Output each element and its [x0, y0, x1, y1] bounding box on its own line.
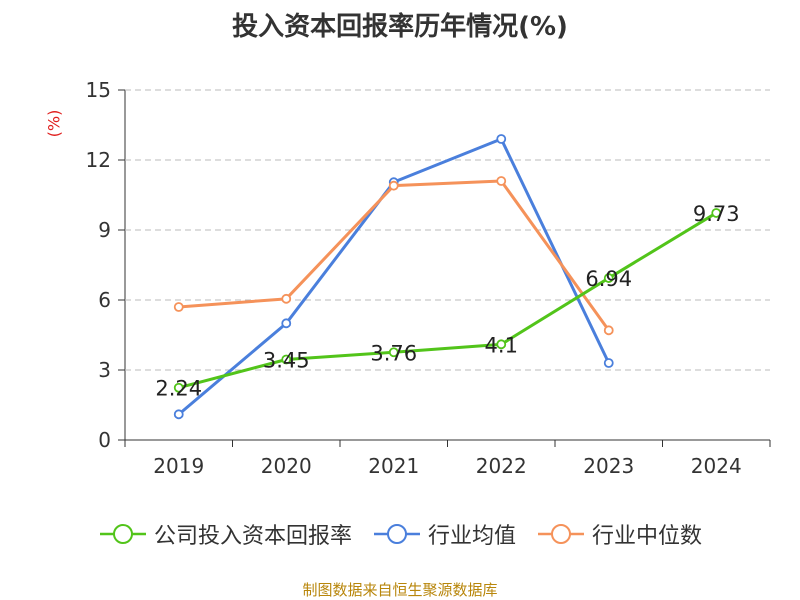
series-point-2 — [388, 180, 399, 191]
x-tick-label: 2019 — [153, 454, 204, 478]
x-tick-label: 2021 — [368, 454, 419, 478]
legend-marker-icon — [538, 524, 584, 544]
series-line-0 — [178, 211, 718, 390]
x-tick-label: 2023 — [583, 454, 634, 478]
legend-item[interactable]: 行业中位数 — [536, 518, 702, 550]
series-point-1 — [496, 134, 507, 144]
series-point-0 — [388, 347, 399, 358]
series-point-1 — [281, 318, 292, 329]
chart-title: 投入资本回报率历年情况(%) — [232, 12, 568, 42]
series-point-1 — [173, 409, 184, 420]
y-tick-label: 9 — [98, 218, 111, 242]
series-point-0 — [281, 354, 292, 365]
data-label: 2.24 — [155, 377, 202, 401]
y-tick-label: 3 — [98, 358, 111, 382]
legend-item[interactable]: 公司投入资本回报率 — [98, 518, 352, 550]
series-point-0 — [711, 208, 722, 218]
series-point-2 — [496, 176, 507, 186]
legend-marker-icon — [99, 524, 146, 544]
legend-circle — [112, 524, 133, 544]
data-label: 3.76 — [370, 341, 417, 365]
data-label: 4.1 — [485, 333, 518, 357]
series-line-2 — [178, 179, 610, 332]
series-point-1 — [603, 358, 614, 368]
legend-item[interactable]: 行业均值 — [372, 518, 516, 550]
y-tick-label: 12 — [86, 148, 111, 172]
series-point-0 — [173, 382, 184, 393]
series-point-0 — [603, 273, 614, 283]
series-point-0 — [496, 339, 507, 350]
legend-label: 公司投入资本回报率 — [153, 524, 352, 549]
y-tick-label: 0 — [98, 428, 111, 452]
series-point-2 — [173, 302, 184, 312]
x-tick-label: 2020 — [261, 454, 312, 478]
series-point-2 — [281, 293, 292, 304]
legend-circle — [386, 524, 407, 544]
x-tick-label: 2024 — [691, 454, 742, 478]
x-tick-label: 2022 — [476, 454, 527, 478]
y-tick-label: 6 — [98, 288, 111, 312]
series-point-2 — [603, 325, 614, 336]
legend-label: 行业均值 — [427, 524, 516, 549]
source-note: 制图数据来自恒生聚源数据库 — [302, 581, 498, 599]
data-label: 3.45 — [263, 349, 310, 373]
data-label: 6.94 — [585, 267, 632, 291]
legend-circle — [551, 524, 571, 544]
y-tick-label: 15 — [86, 78, 111, 102]
legend: 公司投入资本回报率 行业均值 行业中位数 — [0, 518, 800, 550]
legend-label: 行业中位数 — [592, 524, 703, 549]
legend-marker-icon — [373, 524, 420, 544]
data-label: 9.73 — [693, 202, 740, 226]
